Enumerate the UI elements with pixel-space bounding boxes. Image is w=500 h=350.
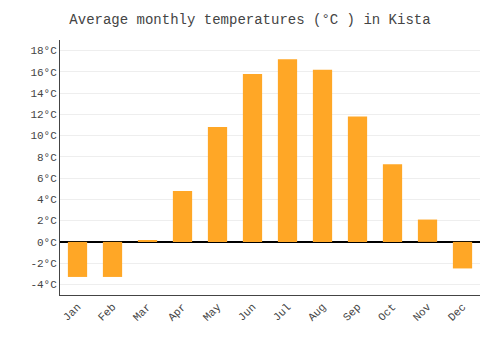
svg-text:-2°C: -2°C — [30, 258, 57, 270]
svg-text:Dec: Dec — [446, 301, 468, 323]
svg-text:Mar: Mar — [131, 301, 153, 323]
svg-text:0°C: 0°C — [37, 237, 57, 249]
svg-text:Sep: Sep — [341, 301, 363, 323]
svg-text:Apr: Apr — [166, 301, 188, 323]
svg-text:Aug: Aug — [306, 301, 328, 323]
svg-text:Nov: Nov — [411, 301, 434, 324]
svg-text:16°C: 16°C — [30, 67, 57, 79]
svg-text:Average monthly temperatures (: Average monthly temperatures (°C ) in Ki… — [69, 12, 430, 28]
svg-text:Jan: Jan — [61, 301, 83, 323]
svg-text:8°C: 8°C — [37, 152, 57, 164]
svg-text:4°C: 4°C — [37, 194, 57, 206]
svg-text:Oct: Oct — [376, 301, 398, 323]
svg-text:-4°C: -4°C — [30, 279, 57, 291]
svg-text:Jun: Jun — [236, 301, 258, 323]
svg-text:14°C: 14°C — [30, 88, 57, 100]
svg-text:May: May — [201, 301, 224, 324]
svg-text:12°C: 12°C — [30, 109, 57, 121]
svg-text:Jul: Jul — [271, 301, 293, 323]
svg-text:Feb: Feb — [96, 301, 118, 323]
svg-text:18°C: 18°C — [30, 45, 57, 57]
svg-text:10°C: 10°C — [30, 130, 57, 142]
svg-text:6°C: 6°C — [37, 173, 57, 185]
svg-text:2°C: 2°C — [37, 215, 57, 227]
